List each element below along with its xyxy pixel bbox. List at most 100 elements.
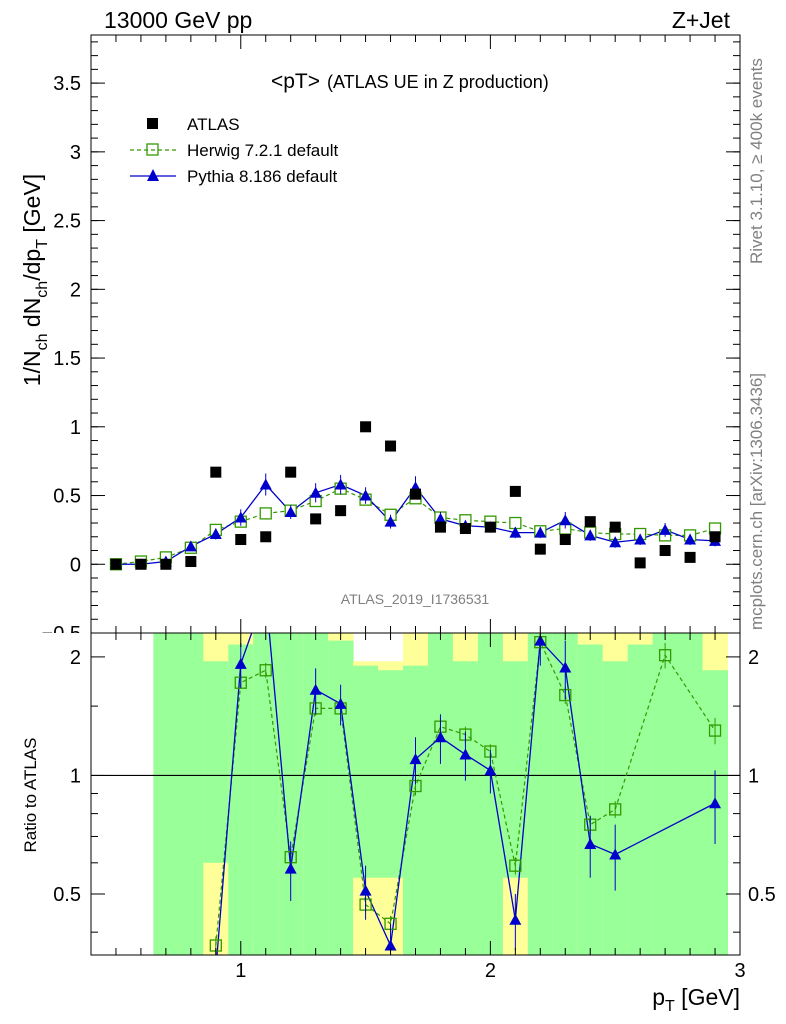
legend-atlas-label: ATLAS bbox=[187, 115, 240, 134]
atlas-point bbox=[559, 534, 571, 546]
atlas-point bbox=[634, 557, 646, 569]
ratio-pythia-point bbox=[459, 748, 472, 760]
pythia-point bbox=[609, 536, 622, 548]
energy-label: 13000 GeV pp bbox=[104, 7, 252, 33]
ratio-pythia-point bbox=[409, 753, 422, 765]
pythia-point bbox=[659, 523, 672, 535]
main-y-tick-label: 3 bbox=[70, 142, 81, 164]
atlas-point bbox=[385, 440, 397, 452]
plot-subtitle: (ATLAS UE in Z production) bbox=[327, 72, 549, 92]
ratio-pythia-point bbox=[534, 634, 547, 646]
pythia-point bbox=[534, 526, 547, 538]
main-y-tick-label: 0.5 bbox=[53, 486, 81, 508]
ratio-x-tick-label: 3 bbox=[734, 960, 745, 982]
ratio-herwig-point bbox=[658, 649, 672, 662]
ratio-pythia-point bbox=[484, 764, 497, 776]
atlas-point bbox=[160, 558, 172, 570]
pythia-point bbox=[634, 533, 647, 545]
atlas-point bbox=[135, 558, 147, 570]
ratio-band-inner bbox=[427, 633, 454, 955]
main-y-tick-label: 1.5 bbox=[53, 348, 81, 370]
atlas-point bbox=[335, 505, 347, 517]
ratio-herwig-point bbox=[609, 803, 622, 816]
main-y-axis-label: 1/Nch dNch/dpT [GeV] bbox=[19, 174, 51, 386]
main-panel: 0 0.5 1 1.5 2 2.5 3 3.5 −0.5 <pT> (ATLAS UE in Z… bbox=[19, 34, 741, 634]
atlas-point bbox=[235, 534, 247, 546]
ratio-pythia-point bbox=[609, 848, 622, 860]
legend-atlas-marker bbox=[147, 118, 158, 129]
pythia-point bbox=[309, 486, 322, 498]
ratio-band-inner bbox=[502, 661, 529, 878]
ratio-band-inner bbox=[677, 633, 704, 955]
atlas-point bbox=[434, 521, 446, 533]
pythia-point bbox=[584, 529, 597, 541]
atlas-point bbox=[709, 531, 721, 543]
ratio-x-tick-label: 2 bbox=[485, 960, 496, 982]
pythia-point bbox=[559, 514, 572, 526]
atlas-point bbox=[509, 485, 521, 497]
ratio-band-inner bbox=[203, 661, 229, 863]
ratio-pythia-point bbox=[384, 939, 397, 951]
main-y-tick-label: 0 bbox=[70, 554, 81, 576]
pythia-point bbox=[209, 528, 222, 540]
atlas-point bbox=[684, 551, 696, 563]
ratio-band-inner bbox=[602, 661, 629, 955]
ratio-pythia-line bbox=[216, 633, 716, 955]
ratio-y-tick-label-left: 0.5 bbox=[53, 884, 81, 906]
ratio-pythia-point bbox=[434, 731, 447, 743]
ratio-band-inner bbox=[452, 661, 479, 955]
pythia-point bbox=[284, 506, 297, 518]
pythia-point bbox=[259, 478, 272, 490]
atlas-point bbox=[210, 466, 222, 478]
pythia-point bbox=[684, 533, 697, 545]
ratio-pythia-point bbox=[709, 797, 722, 809]
atlas-point bbox=[185, 556, 197, 568]
legend-herwig-marker bbox=[146, 143, 159, 156]
atlas-point bbox=[260, 531, 272, 543]
ratio-herwig-point bbox=[509, 859, 522, 872]
atlas-point bbox=[310, 513, 322, 525]
x-axis-label: pT [GeV] bbox=[652, 984, 740, 1015]
ratio-band-inner bbox=[153, 633, 179, 955]
ratio-band-inner bbox=[652, 633, 679, 955]
ratio-pythia-point bbox=[284, 862, 297, 874]
pythia-point bbox=[384, 515, 397, 527]
ratio-band-inner bbox=[477, 633, 504, 955]
ratio-panel: 0.5 0.5 1 1 2 2 1 2 3 Ratio to ATLAS pT [GeV] bbox=[21, 587, 776, 1015]
ratio-pythia-point bbox=[234, 657, 247, 669]
pythia-point bbox=[334, 478, 347, 490]
ratio-pythia-point bbox=[509, 913, 522, 925]
atlas-point bbox=[484, 521, 496, 533]
ratio-pythia-point bbox=[210, 964, 222, 975]
legend-pythia-marker bbox=[147, 169, 159, 181]
ratio-pythia-point bbox=[559, 661, 572, 673]
ratio-band-inner bbox=[627, 644, 654, 955]
pythia-point bbox=[359, 489, 372, 501]
ratio-band-inner bbox=[577, 644, 604, 955]
atlas-point bbox=[609, 521, 621, 533]
ratio-band-inner bbox=[527, 633, 554, 955]
ratio-band-inner bbox=[253, 633, 279, 955]
atlas-point bbox=[360, 421, 372, 433]
pythia-point bbox=[184, 540, 197, 552]
legend-herwig-label: Herwig 7.2.1 default bbox=[187, 141, 338, 160]
ratio-pythia-point bbox=[309, 683, 322, 695]
ratio-y-tick-label-left: 2 bbox=[70, 647, 81, 669]
ratio-y-axis-label: Ratio to ATLAS bbox=[21, 738, 40, 853]
main-y-tick-label: 2 bbox=[70, 279, 81, 301]
ratio-y-tick-label-right: 2 bbox=[748, 647, 759, 669]
ratio-pythia-point bbox=[260, 587, 272, 598]
ratio-pythia-point bbox=[584, 837, 597, 849]
plot-title: <pT> bbox=[271, 70, 320, 93]
ratio-y-tick-label-right: 0.5 bbox=[748, 884, 776, 906]
atlas-point bbox=[285, 466, 297, 478]
ratio-x-tick-label: 1 bbox=[235, 960, 246, 982]
analysis-label: ATLAS_2019_I1736531 bbox=[341, 591, 490, 607]
ratio-band-inner bbox=[353, 665, 379, 878]
main-y-tick-label: 2.5 bbox=[53, 211, 81, 233]
main-y-tick-label: 3.5 bbox=[53, 73, 81, 95]
mcplots-label: mcplots.cern.ch [arXiv:1306.3436] bbox=[747, 373, 766, 630]
atlas-point bbox=[410, 488, 421, 500]
process-label: Z+Jet bbox=[672, 7, 731, 33]
